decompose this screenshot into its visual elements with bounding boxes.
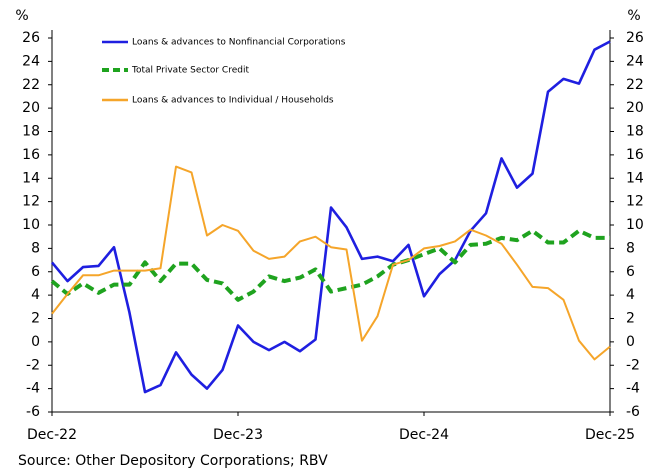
- y2-tick-label: 12: [626, 194, 644, 210]
- y2-tick-label: 26: [626, 30, 644, 46]
- series-line: [50, 40, 611, 394]
- y2-tick-label: 18: [626, 124, 644, 140]
- y-tick-label: 6: [31, 264, 40, 280]
- y-tick-label: 14: [22, 170, 40, 186]
- x-tick-label: Dec-24: [399, 427, 449, 443]
- y-tick-label: 22: [22, 77, 40, 93]
- series-line: [51, 165, 611, 361]
- x-tick-label: Dec-23: [213, 427, 263, 443]
- y-tick-label: 8: [31, 240, 40, 256]
- series-line: [50, 228, 610, 302]
- legend-label: Loans & advances to Nonfinancial Corpora…: [132, 38, 346, 48]
- y-tick-label: 12: [22, 194, 40, 210]
- y2-tick-label: 0: [626, 334, 635, 350]
- y2-tick-label: 2: [626, 311, 635, 327]
- y2-tick-label: -4: [626, 381, 640, 397]
- y-tick-label: 4: [31, 287, 40, 303]
- y2-tick-label: 20: [626, 100, 644, 116]
- y-tick-label: -4: [26, 381, 40, 397]
- y-tick-label: 18: [22, 124, 40, 140]
- y-tick-label: 26: [22, 30, 40, 46]
- y2-tick-label: 6: [626, 264, 635, 280]
- y-tick-label: 10: [22, 217, 40, 233]
- y2-tick-label: 22: [626, 77, 644, 93]
- y-tick-label: -6: [26, 404, 40, 420]
- y2-tick-label: 24: [626, 53, 644, 69]
- y2-tick-label: -6: [626, 404, 640, 420]
- y2-tick-label: 4: [626, 287, 635, 303]
- legend-label: Loans & advances to Individual / Househo…: [132, 96, 334, 106]
- y-tick-label: -2: [26, 357, 40, 373]
- y-tick-label: 20: [22, 100, 40, 116]
- y2-tick-label: 8: [626, 240, 635, 256]
- y-tick-label: 0: [31, 334, 40, 350]
- y-tick-label: 24: [22, 53, 40, 69]
- legend-label: Total Private Sector Credit: [131, 66, 249, 76]
- source-note: Source: Other Depository Corporations; R…: [18, 453, 328, 469]
- y-axis-unit: %: [15, 8, 28, 24]
- y2-axis-unit: %: [627, 8, 640, 24]
- y2-tick-label: 14: [626, 170, 644, 186]
- y2-tick-label: 16: [626, 147, 644, 163]
- x-tick-label: Dec-22: [27, 427, 77, 443]
- x-tick-label: Dec-25: [585, 427, 635, 443]
- y2-tick-label: -2: [626, 357, 640, 373]
- y-tick-label: 16: [22, 147, 40, 163]
- y2-tick-label: 10: [626, 217, 644, 233]
- y-tick-label: 2: [31, 311, 40, 327]
